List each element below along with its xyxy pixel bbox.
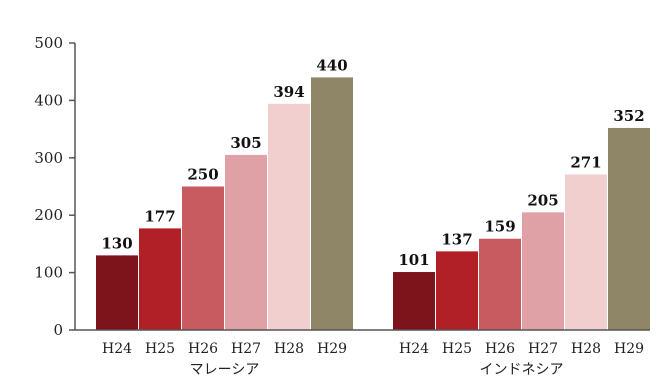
bar xyxy=(522,212,564,330)
x-tick-label: H28 xyxy=(571,341,601,357)
data-label: 271 xyxy=(570,153,601,171)
bar xyxy=(268,103,310,331)
x-tick-label: H25 xyxy=(145,341,175,357)
bar xyxy=(608,127,650,331)
bars xyxy=(96,77,650,331)
data-label: 137 xyxy=(441,230,472,248)
y-tick-label: 400 xyxy=(34,91,63,109)
x-tick-label: H27 xyxy=(528,341,558,357)
y-tick-label: 0 xyxy=(53,321,63,339)
x-tick-label: H24 xyxy=(399,341,429,357)
data-label: 177 xyxy=(144,207,175,225)
y-tick-label: 500 xyxy=(34,34,63,52)
bar xyxy=(479,238,521,330)
bar xyxy=(311,77,353,330)
group-label: インドネシア xyxy=(480,362,564,378)
data-label: 305 xyxy=(230,134,261,152)
data-label: 352 xyxy=(613,107,644,125)
bar xyxy=(436,251,478,330)
x-tick-label: H25 xyxy=(442,341,472,357)
bar xyxy=(139,228,181,330)
y-axis-ticks: 0 100 200 300 400 500 xyxy=(34,34,75,339)
data-label: 101 xyxy=(398,251,429,269)
bar xyxy=(96,255,138,330)
x-tick-label: H29 xyxy=(317,341,347,357)
data-label: 205 xyxy=(527,191,558,209)
bar xyxy=(225,154,267,330)
y-tick-label: 200 xyxy=(34,206,63,224)
data-label: 250 xyxy=(187,166,218,184)
bar xyxy=(393,272,435,330)
bar xyxy=(565,174,607,330)
x-axis-category-labels: H24 H25 H26 H27 H28 H29 H24 H25 H26 H27 H28 H29 xyxy=(102,341,644,357)
data-label: 394 xyxy=(273,83,304,101)
x-tick-label: H29 xyxy=(614,341,644,357)
data-label: 440 xyxy=(316,56,347,74)
group-label: マレーシア xyxy=(190,362,260,378)
y-tick-label: 100 xyxy=(34,264,63,282)
x-tick-label: H26 xyxy=(485,341,515,357)
x-tick-label: H24 xyxy=(102,341,132,357)
data-label: 130 xyxy=(101,234,132,252)
x-tick-label: H26 xyxy=(188,341,218,357)
data-label: 159 xyxy=(484,218,515,236)
bar xyxy=(182,186,224,330)
data-labels: 130 177 250 305 394 440 101 137 159 205 271 352 xyxy=(101,56,644,269)
x-axis-group-labels: マレーシア インドネシア xyxy=(190,362,564,378)
x-tick-label: H28 xyxy=(274,341,304,357)
y-tick-label: 300 xyxy=(34,149,63,167)
x-tick-label: H27 xyxy=(231,341,261,357)
